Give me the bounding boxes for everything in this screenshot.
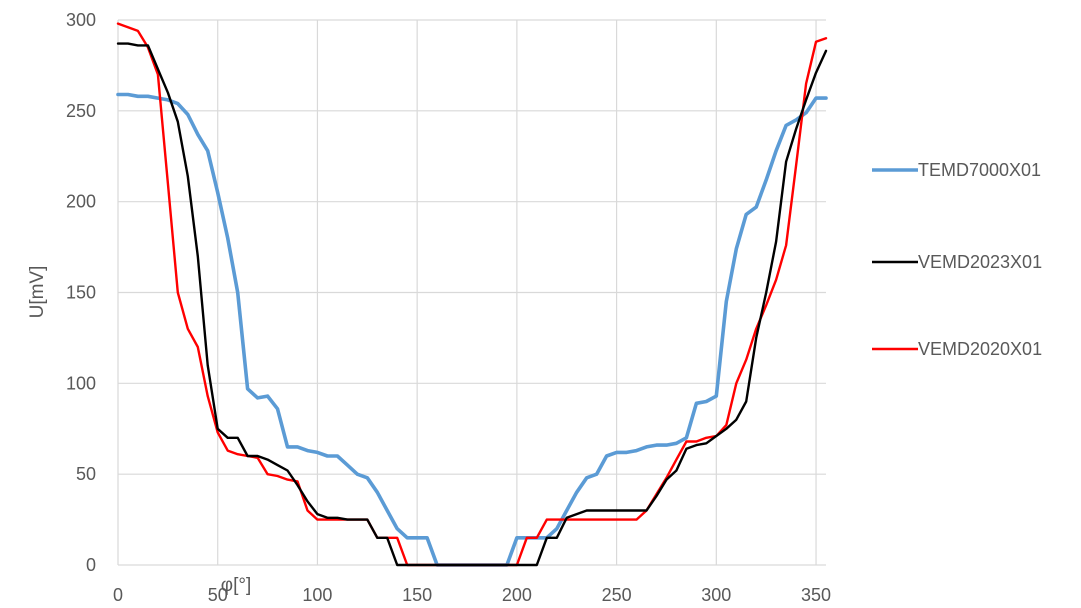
x-tick-label: 300	[701, 585, 731, 605]
y-tick-label: 300	[66, 10, 96, 30]
legend-label: VEMD2020X01	[918, 339, 1042, 359]
y-axis-label: U[mV]	[27, 266, 48, 319]
x-tick-label: 150	[402, 585, 432, 605]
y-tick-label: 100	[66, 373, 96, 393]
series-lines	[118, 24, 826, 565]
x-tick-label: 250	[602, 585, 632, 605]
x-axis-label: φ[°]	[221, 575, 251, 596]
y-tick-label: 0	[86, 555, 96, 575]
legend: TEMD7000X01 VEMD2023X01 VEMD2020X01	[872, 160, 1042, 359]
series-line-temd7000x01	[118, 95, 826, 566]
x-tick-label: 100	[302, 585, 332, 605]
y-tick-label: 50	[76, 464, 96, 484]
y-tick-label: 200	[66, 192, 96, 212]
series-line-vemd2023x01	[118, 44, 826, 565]
x-tick-label: 350	[801, 585, 831, 605]
x-tick-label: 200	[502, 585, 532, 605]
legend-label: VEMD2023X01	[918, 252, 1042, 272]
y-tick-label: 150	[66, 283, 96, 303]
y-tick-label: 250	[66, 101, 96, 121]
legend-label: TEMD7000X01	[918, 160, 1041, 180]
x-tick-label: 0	[113, 585, 123, 605]
series-line-vemd2020x01	[118, 24, 826, 565]
grid	[118, 20, 826, 565]
